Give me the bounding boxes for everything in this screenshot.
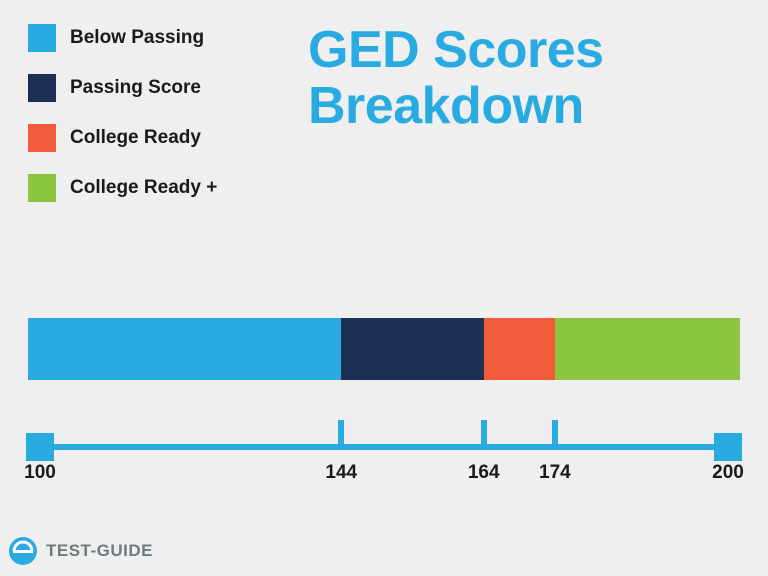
legend-swatch	[28, 124, 56, 152]
brand-text: TEST-GUIDE	[46, 541, 153, 561]
score-axis: 144164174100200	[28, 414, 740, 484]
axis-label: 144	[325, 462, 357, 484]
axis-tick	[338, 420, 344, 448]
axis-label: 100	[24, 462, 56, 484]
legend-item-passing-score: Passing Score	[28, 74, 217, 102]
legend-swatch	[28, 174, 56, 202]
bar-segment-passing-score	[341, 318, 483, 380]
axis-tick	[552, 420, 558, 448]
brand: TEST-GUIDE	[8, 536, 153, 566]
axis-tick	[481, 420, 487, 448]
axis-label: 174	[539, 462, 571, 484]
legend-label: Below Passing	[70, 27, 204, 49]
legend-swatch	[28, 24, 56, 52]
legend-label: College Ready	[70, 127, 201, 149]
legend-item-below-passing: Below Passing	[28, 24, 217, 52]
score-bar	[28, 318, 740, 380]
bar-segment-college-ready-plus	[555, 318, 740, 380]
axis-line	[28, 444, 740, 450]
axis-endcap-left	[26, 433, 54, 461]
legend-item-college-ready-plus: College Ready +	[28, 174, 217, 202]
axis-label: 164	[468, 462, 500, 484]
legend: Below Passing Passing Score College Read…	[28, 24, 217, 224]
legend-label: College Ready +	[70, 177, 217, 199]
legend-item-college-ready: College Ready	[28, 124, 217, 152]
legend-label: Passing Score	[70, 77, 201, 99]
bar-segment-college-ready	[484, 318, 555, 380]
brand-logo-icon	[8, 536, 38, 566]
bar-segment-below-passing	[28, 318, 341, 380]
axis-endcap-right	[714, 433, 742, 461]
axis-label: 200	[712, 462, 744, 484]
legend-swatch	[28, 74, 56, 102]
page-title: GED ScoresBreakdown	[308, 22, 604, 134]
